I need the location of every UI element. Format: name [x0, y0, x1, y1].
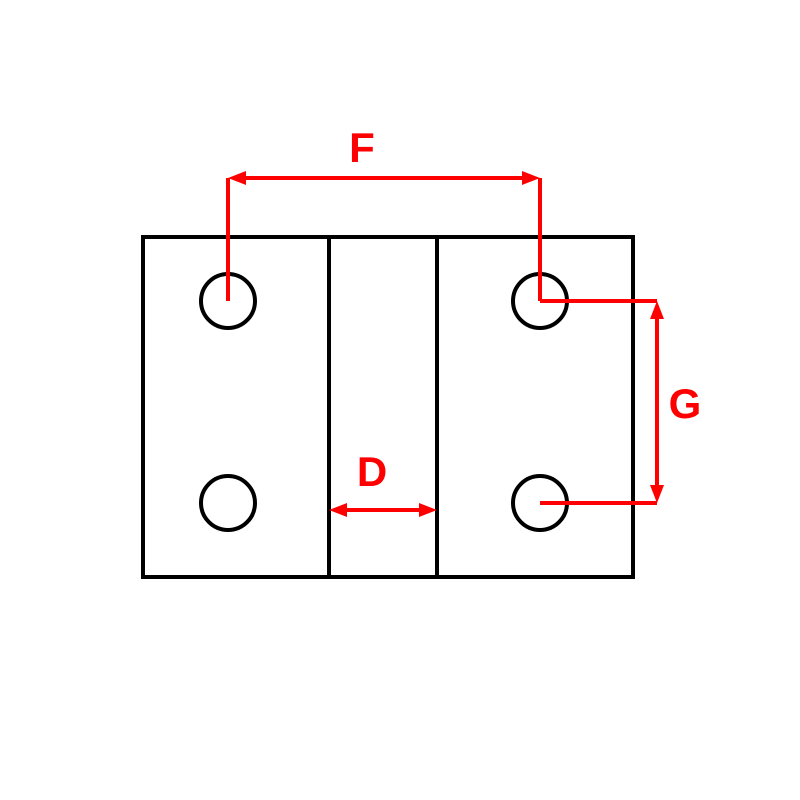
dim-g-label: G [669, 380, 702, 427]
hinge-dimension-diagram: F G D [0, 0, 800, 800]
dim-f-label: F [349, 124, 375, 171]
dim-d-label: D [357, 448, 387, 495]
hole-bottom-left [201, 476, 255, 530]
